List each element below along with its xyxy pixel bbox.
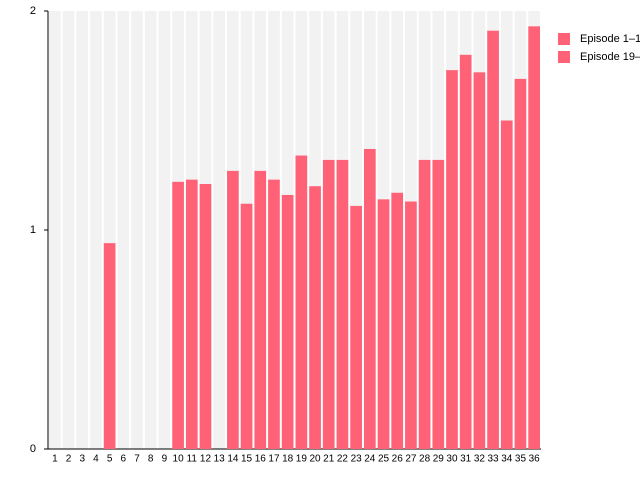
category-background	[76, 11, 89, 449]
bar	[172, 181, 184, 449]
category-background	[117, 11, 130, 449]
x-tick-label: 31	[460, 454, 472, 465]
bar	[336, 159, 349, 450]
x-tick-label: 7	[134, 454, 140, 465]
bar	[377, 199, 390, 449]
x-tick-label: 8	[148, 454, 154, 465]
x-tick-label: 35	[515, 454, 527, 465]
x-tick-label: 13	[214, 454, 226, 465]
bar	[227, 170, 239, 449]
x-tick-label: 30	[446, 454, 458, 465]
x-tick-label: 21	[323, 454, 335, 465]
bar	[487, 30, 499, 450]
x-tick-label: 28	[419, 454, 431, 465]
bar	[514, 78, 527, 449]
bar	[268, 179, 280, 449]
x-tick-label: 3	[79, 454, 85, 465]
x-tick-label: 23	[351, 454, 363, 465]
category-background	[158, 11, 171, 449]
bar	[473, 72, 486, 449]
bar	[199, 184, 212, 449]
x-tick-label: 2	[66, 454, 72, 465]
x-tick-label: 11	[187, 454, 198, 465]
y-tick-label: 0	[30, 443, 36, 455]
x-tick-label: 26	[392, 454, 404, 465]
bar	[528, 26, 540, 450]
bar	[185, 179, 198, 449]
bar	[103, 243, 116, 449]
category-background	[131, 11, 143, 449]
x-tick-label: 1	[52, 454, 58, 465]
category-background	[144, 11, 157, 449]
x-tick-label: 6	[121, 454, 127, 465]
category-background	[49, 11, 61, 449]
bar	[322, 159, 335, 450]
legend-label: Episode 19–36	[580, 51, 640, 63]
bar	[418, 159, 431, 450]
x-tick-label: 27	[405, 454, 417, 465]
x-tick-label: 16	[255, 454, 267, 465]
category-background	[103, 11, 116, 449]
y-tick-label: 2	[30, 5, 36, 17]
bar	[295, 155, 308, 450]
bar	[405, 201, 417, 449]
x-tick-label: 25	[378, 454, 390, 465]
x-tick-label: 29	[433, 454, 445, 465]
x-tick-label: 36	[529, 454, 541, 465]
bar	[459, 54, 472, 450]
x-tick-label: 22	[337, 454, 349, 465]
x-tick-label: 17	[268, 454, 280, 465]
legend-swatch	[558, 33, 570, 45]
bar	[391, 192, 404, 449]
x-tick-label: 5	[107, 454, 113, 465]
legend-swatch	[558, 51, 570, 63]
bar	[446, 70, 458, 449]
x-tick-label: 20	[309, 454, 321, 465]
x-tick-label: 18	[282, 454, 294, 465]
bar	[281, 194, 294, 449]
bar	[309, 186, 321, 449]
x-tick-label: 32	[474, 454, 486, 465]
x-tick-label: 4	[93, 454, 99, 465]
bar	[432, 159, 445, 450]
x-tick-label: 15	[241, 454, 253, 465]
x-tick-label: 33	[488, 454, 500, 465]
category-background	[213, 11, 226, 449]
category-background	[62, 11, 75, 449]
x-tick-label: 24	[364, 454, 376, 465]
y-tick-label: 1	[30, 224, 36, 236]
bar	[254, 170, 267, 449]
legend-label: Episode 1–18	[580, 33, 640, 45]
x-tick-label: 34	[501, 454, 513, 465]
bar	[500, 120, 513, 449]
x-tick-label: 19	[296, 454, 308, 465]
x-tick-label: 14	[227, 454, 239, 465]
x-tick-label: 9	[162, 454, 168, 465]
x-tick-label: 12	[200, 454, 212, 465]
category-background	[90, 11, 102, 449]
bar	[350, 205, 362, 449]
x-tick-label: 10	[173, 454, 185, 465]
bar	[363, 148, 376, 449]
bar	[240, 203, 253, 449]
